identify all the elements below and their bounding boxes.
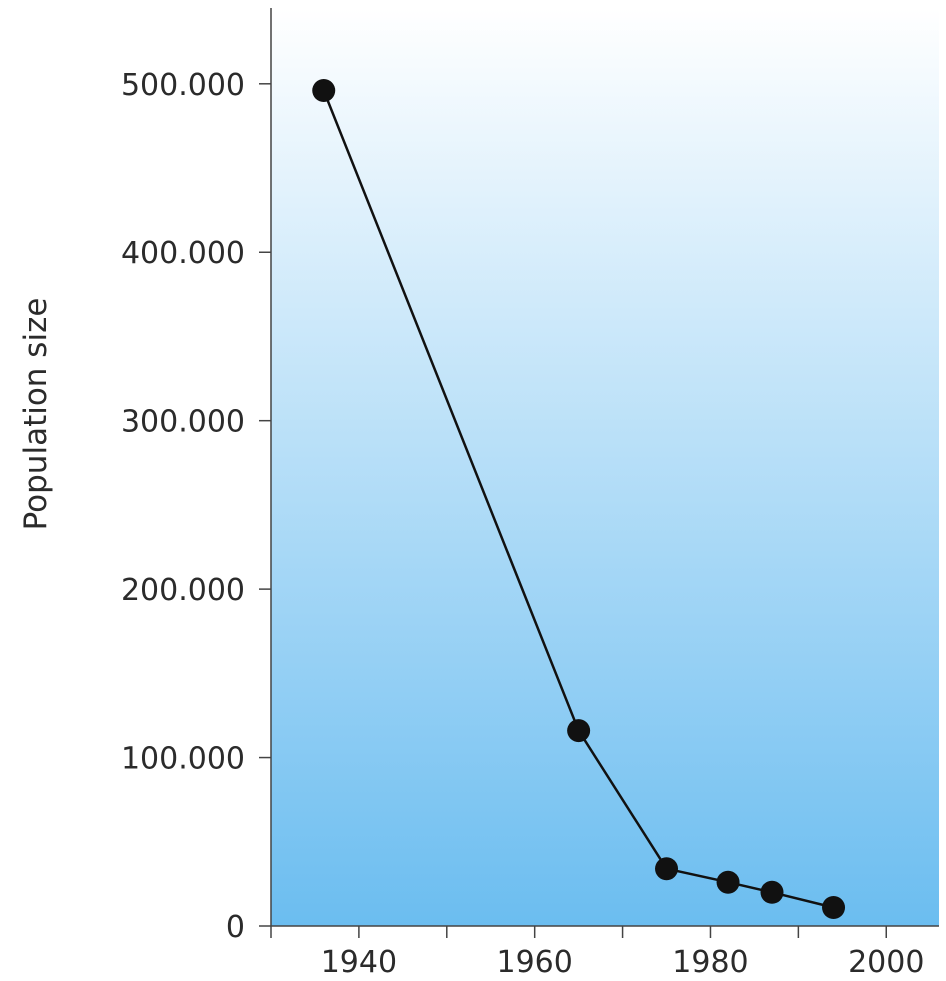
data-point bbox=[655, 857, 679, 881]
x-tick-label: 2000 bbox=[848, 945, 924, 980]
series-layer bbox=[312, 79, 846, 919]
data-point bbox=[567, 719, 591, 743]
y-axis-label: Population size bbox=[18, 298, 54, 531]
y-tick-label: 300.000 bbox=[121, 405, 245, 440]
y-tick-label: 0 bbox=[226, 910, 245, 945]
data-point bbox=[716, 870, 740, 894]
y-tick-label: 400.000 bbox=[121, 236, 245, 271]
data-point bbox=[760, 880, 784, 904]
data-point bbox=[822, 895, 846, 919]
x-tick-label: 1940 bbox=[321, 945, 397, 980]
y-axis-ticks: 0 100.000 200.000 300.000 400.000 500.000 bbox=[121, 68, 271, 945]
y-tick-label: 200.000 bbox=[121, 573, 245, 608]
plot-background bbox=[271, 8, 939, 926]
data-point bbox=[312, 79, 336, 103]
x-tick-label: 1980 bbox=[672, 945, 748, 980]
x-tick-label: 1960 bbox=[497, 945, 573, 980]
y-tick-label: 500.000 bbox=[121, 68, 245, 103]
y-tick-label: 100.000 bbox=[121, 742, 245, 777]
x-axis-ticks: 1940 1960 1980 2000 bbox=[270, 926, 924, 980]
